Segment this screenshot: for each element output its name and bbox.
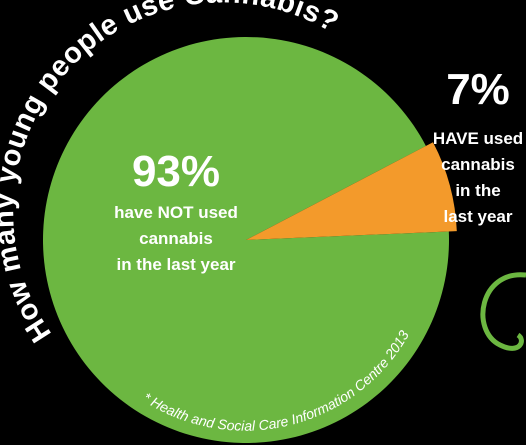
- labels: 93% have NOT used cannabis in the last year…: [114, 65, 523, 274]
- slice-label: HAVE used: [433, 129, 523, 148]
- pie-slice: [42, 36, 449, 443]
- value-label: 7%: [446, 65, 510, 114]
- slice-label: have NOT used: [114, 203, 238, 222]
- value-label: 93%: [132, 147, 220, 196]
- slice-label: in the: [455, 181, 500, 200]
- slice-label: cannabis: [139, 229, 213, 248]
- slice-label: in the last year: [116, 255, 235, 274]
- pie-slice: [246, 142, 457, 240]
- pie: [42, 36, 457, 443]
- slice-label: cannabis: [441, 155, 515, 174]
- decoration: [480, 272, 526, 351]
- slice-label: last year: [444, 207, 513, 226]
